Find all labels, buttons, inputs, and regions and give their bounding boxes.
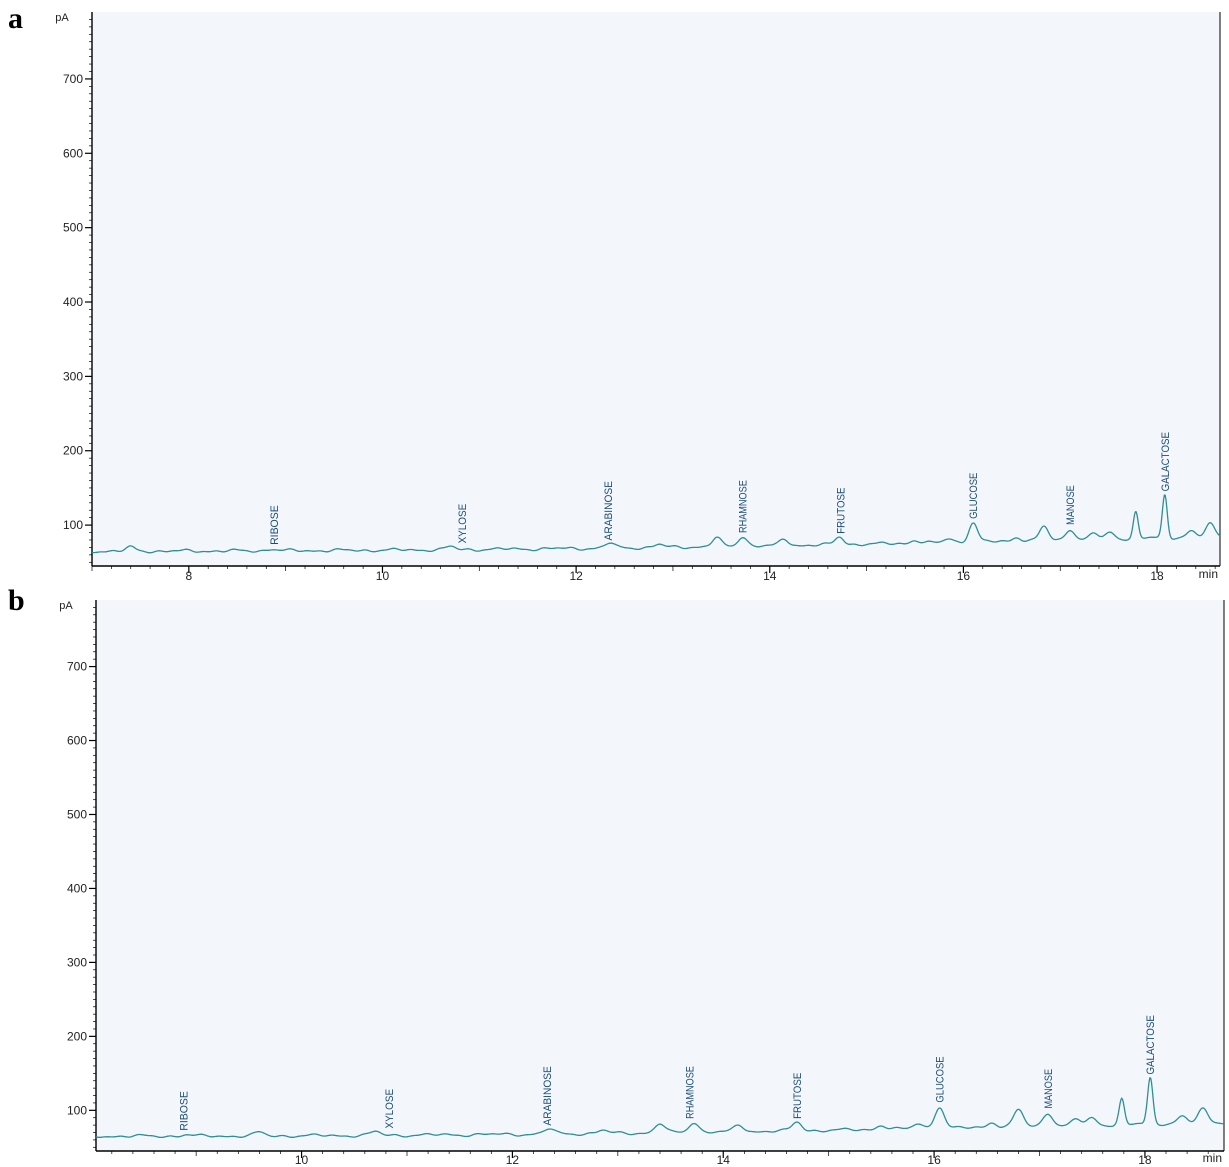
y-axis-label: pA [59, 600, 73, 612]
x-tick-label: 14 [763, 569, 777, 583]
y-tick-label: 400 [63, 295, 83, 309]
y-tick-label: 600 [63, 146, 83, 160]
y-tick-label: 700 [67, 660, 87, 674]
chromatogram-trace [91, 494, 1221, 554]
chromatogram-b: 100 200 300 400 500 600 700 pA 10 12 14 16 18 min RIBO… [59, 600, 1225, 1167]
x-tick-label: 16 [927, 1153, 941, 1167]
x-axis-label: min [1203, 1151, 1222, 1165]
peak-label-ribose: RIBOSE [269, 505, 281, 545]
x-tick-label: 18 [1150, 569, 1164, 583]
peak-label-galactose: GALACTOSE [1160, 432, 1172, 491]
peak-label-xylose: XYLOSE [384, 1089, 396, 1129]
y-tick-label: 100 [67, 1103, 87, 1117]
x-tick-label: 18 [1138, 1153, 1152, 1167]
peak-label-manose: MANOSE [1043, 1069, 1055, 1109]
peak-label-arabinose: ARABINOSE [542, 1066, 554, 1125]
peak-label-rhamnose: RHAMNOSE [685, 1066, 697, 1119]
y-tick-label: 600 [67, 734, 87, 748]
chromatogram-a: 100 200 300 400 500 600 700 pA 8 10 12 14 16 18 min RIB… [55, 12, 1221, 583]
x-tick-label: 8 [185, 569, 192, 583]
panel-label-b: b [8, 584, 25, 617]
panel-label-a: a [8, 2, 23, 35]
peak-label-glucose: GLUCOSE [968, 473, 980, 519]
y-tick-label: 500 [63, 221, 83, 235]
plot-area [96, 600, 1224, 1151]
peak-label-frutose: FRUTOSE [835, 488, 847, 534]
x-axis-label: min [1199, 567, 1218, 581]
x-tick-label: 14 [717, 1153, 731, 1167]
y-tick-label: 500 [67, 807, 87, 821]
peak-label-glucose: GLUCOSE [934, 1056, 946, 1102]
x-tick-label: 12 [569, 569, 583, 583]
peak-label-manose: MANOSE [1065, 485, 1077, 525]
peak-label-ribose: RIBOSE [178, 1091, 190, 1131]
x-tick-label: 16 [957, 569, 971, 583]
y-tick-label: 400 [67, 881, 87, 895]
y-tick-label: 300 [63, 369, 83, 383]
y-tick-label: 700 [63, 72, 83, 86]
y-tick-label: 200 [67, 1029, 87, 1043]
y-axis-label: pA [55, 12, 69, 24]
chromatogram-trace [95, 1077, 1224, 1139]
plot-area [92, 12, 1220, 566]
peak-label-arabinose: ARABINOSE [603, 481, 615, 540]
peak-label-xylose: XYLOSE [457, 504, 469, 544]
y-tick-label: 200 [63, 444, 83, 458]
x-tick-label: 10 [295, 1153, 309, 1167]
y-tick-label: 100 [63, 518, 83, 532]
peak-label-frutose: FRUTOSE [792, 1073, 804, 1119]
peak-label-galactose: GALACTOSE [1145, 1015, 1157, 1074]
y-tick-label: 300 [67, 955, 87, 969]
x-tick-label: 12 [506, 1153, 520, 1167]
peak-label-rhamnose: RHAMNOSE [738, 480, 750, 533]
x-tick-label: 10 [376, 569, 390, 583]
